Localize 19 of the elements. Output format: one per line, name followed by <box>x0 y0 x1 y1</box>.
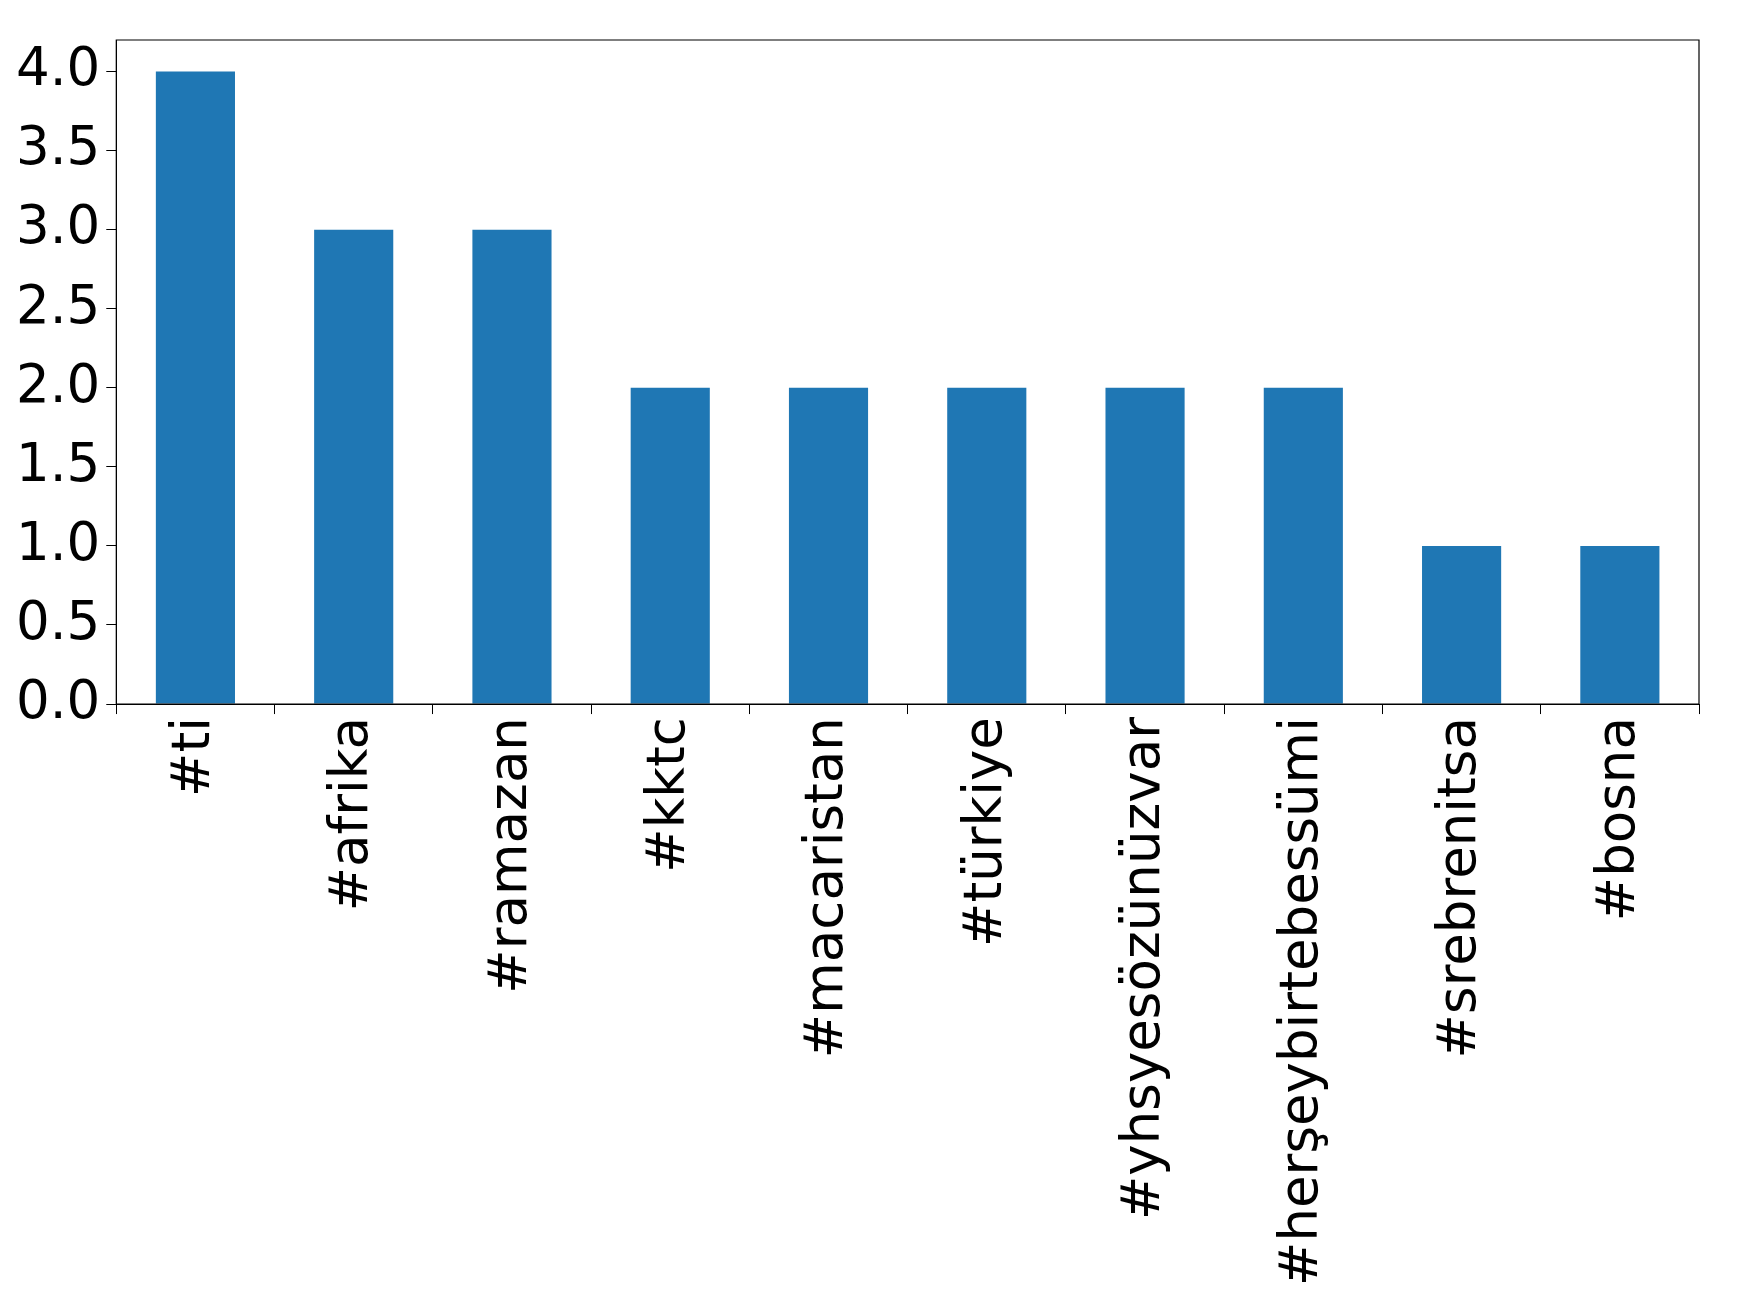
y-tick-label: 4.0 <box>15 36 101 98</box>
y-tick-label: 1.0 <box>15 510 101 572</box>
x-tick-label: #herşeybirtebessümi <box>1268 717 1330 1287</box>
x-tick-label: #kktc <box>635 717 696 873</box>
x-tick-label: #afrika <box>318 717 380 912</box>
y-tick-label: 0.0 <box>15 668 101 730</box>
y-tick-label: 1.5 <box>15 431 101 493</box>
x-tick-label: #ramazan <box>476 717 538 994</box>
x-tick-label: #ti <box>160 717 222 797</box>
y-tick-label: 3.5 <box>15 115 101 177</box>
y-tick-label: 0.5 <box>15 589 101 651</box>
x-tick-label: #yhsyesözünüzvar <box>1109 716 1171 1221</box>
x-tick-label: #türkiye <box>951 717 1013 948</box>
y-tick-label: 2.5 <box>15 273 101 335</box>
y-tick-label: 2.0 <box>15 352 101 414</box>
x-tick-label: #srebrenitsa <box>1426 717 1488 1059</box>
x-tick-label: #bosna <box>1584 717 1646 922</box>
x-tick-label: #macaristan <box>793 717 855 1059</box>
y-tick-label: 3.0 <box>15 194 101 256</box>
